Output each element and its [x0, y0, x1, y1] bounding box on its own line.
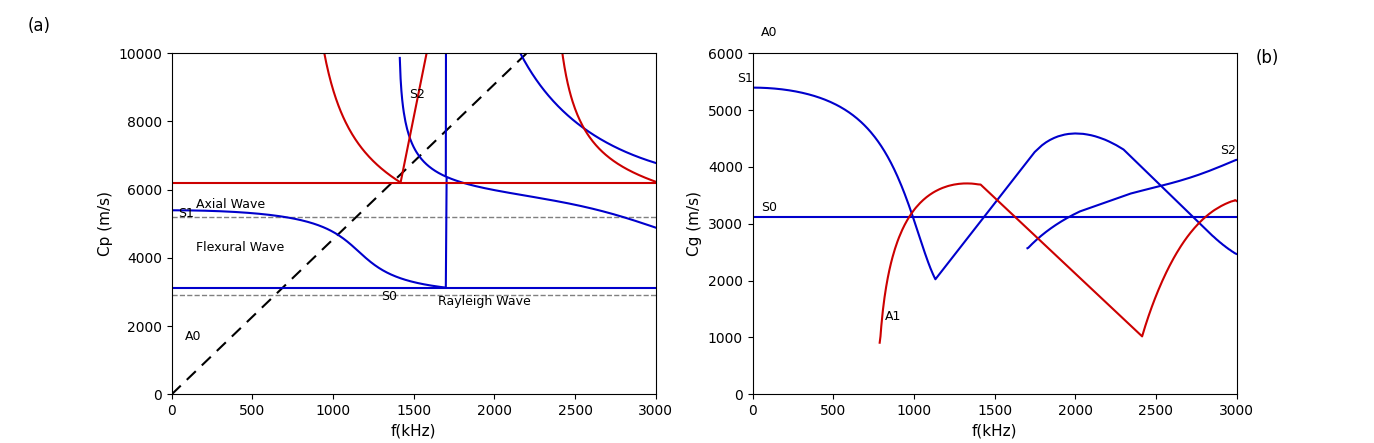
Text: S2: S2 — [1220, 144, 1237, 157]
X-axis label: f(kHz): f(kHz) — [971, 424, 1017, 439]
Text: S1: S1 — [179, 207, 194, 220]
Text: (b): (b) — [1256, 49, 1279, 67]
Text: A1: A1 — [885, 311, 901, 323]
Text: S2: S2 — [409, 88, 426, 101]
X-axis label: f(kHz): f(kHz) — [392, 424, 437, 439]
Text: Rayleigh Wave: Rayleigh Wave — [438, 295, 530, 308]
Y-axis label: Cg (m/s): Cg (m/s) — [687, 191, 702, 256]
Text: Flexural Wave: Flexural Wave — [196, 241, 284, 254]
Y-axis label: Cp (m/s): Cp (m/s) — [98, 191, 113, 256]
Text: A0: A0 — [184, 330, 201, 343]
Text: A0: A0 — [761, 27, 778, 39]
Text: S1: S1 — [736, 72, 753, 85]
Text: S0: S0 — [761, 201, 776, 214]
Text: (a): (a) — [27, 17, 51, 35]
Text: S0: S0 — [381, 290, 397, 303]
Text: Axial Wave: Axial Wave — [196, 198, 265, 211]
